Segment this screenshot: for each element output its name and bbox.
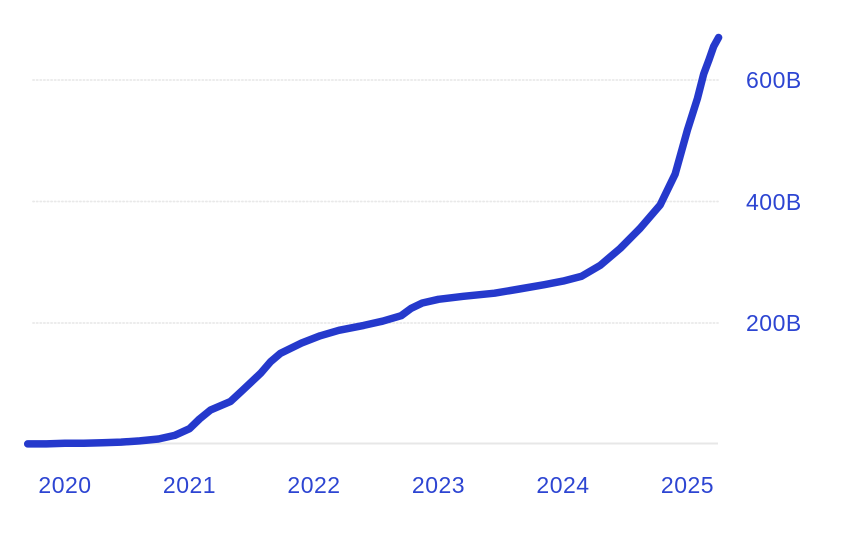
- x-tick-label-2023: 2023: [411, 472, 466, 498]
- y-tick-label-600b: 600B: [746, 67, 802, 93]
- gridlines: [28, 79, 719, 445]
- x-tick-label-2020: 2020: [38, 472, 92, 498]
- y-tick-label-200b: 200B: [746, 310, 802, 336]
- y-tick-label-400b: 400B: [746, 188, 802, 215]
- data-line: [23, 33, 723, 448]
- x-tick-label-2021: 2021: [162, 472, 217, 498]
- x-tick-label-2025: 2025: [660, 472, 715, 498]
- x-tick-label-2024: 2024: [536, 472, 590, 498]
- x-tick-label-2022: 2022: [287, 472, 341, 498]
